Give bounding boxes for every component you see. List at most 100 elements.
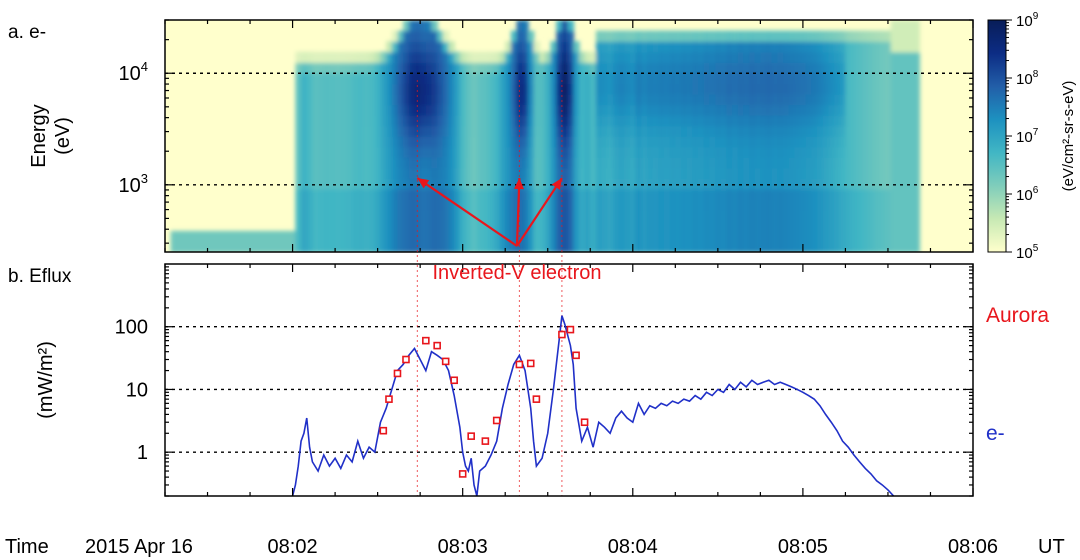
- spectrogram-cell: [312, 104, 319, 116]
- spectrogram-cell: [766, 209, 773, 222]
- spectrogram-cell: [839, 178, 847, 190]
- spectrogram-cell: [612, 188, 620, 201]
- spectrogram-cell: [822, 136, 830, 148]
- spectrogram-cell: [845, 167, 852, 179]
- aurora-point: [558, 330, 566, 339]
- spectrogram-cell: [698, 51, 705, 63]
- spectrogram-cell: [680, 114, 688, 127]
- spectrogram-cell: [715, 72, 722, 85]
- spectrogram-cell: [573, 114, 580, 127]
- spectrogram-cell: [811, 167, 818, 179]
- spectrogram-cell: [726, 62, 733, 74]
- spectrogram-cell: [624, 41, 631, 53]
- spectrogram-cell: [669, 199, 677, 211]
- spectrogram-cell: [431, 241, 438, 252]
- spectrogram-cell: [323, 178, 331, 190]
- spectrogram-cell: [709, 83, 716, 95]
- spectrogram-cell: [465, 136, 472, 148]
- spectrogram-cell: [766, 146, 773, 158]
- spectrogram-cell: [629, 146, 637, 158]
- spectrogram-cell: [380, 62, 387, 74]
- spectrogram-cell: [408, 199, 416, 211]
- spectrogram-cell: [420, 20, 427, 32]
- spectrogram-cell: [873, 230, 881, 243]
- spectrogram-cell: [471, 114, 478, 127]
- spectrogram-cell: [590, 146, 597, 158]
- spectrogram-cell: [442, 230, 450, 243]
- spectrogram-cell: [437, 30, 444, 42]
- spectrogram-cell: [414, 83, 421, 95]
- spectrogram-cell: [890, 30, 898, 42]
- spectrogram-cell: [250, 230, 257, 243]
- spectrogram-cell: [493, 93, 501, 106]
- spectrogram-cell: [499, 178, 507, 190]
- aurora-point: [566, 325, 575, 334]
- spectrogram-cell: [539, 199, 546, 211]
- spectrogram-cell: [834, 178, 841, 190]
- spectrogram-cell: [834, 188, 841, 201]
- spectrogram-cell: [488, 114, 495, 127]
- spectrogram-cell: [318, 93, 325, 106]
- spectrogram-cell: [318, 83, 325, 95]
- spectrogram-cell: [448, 125, 455, 137]
- spectrogram-cell: [482, 114, 489, 127]
- spectrogram-cell: [374, 167, 382, 179]
- spectrogram-cell: [437, 114, 444, 127]
- spectrogram-cell: [703, 30, 711, 42]
- spectrogram-cell: [318, 104, 325, 116]
- spectrogram-cell: [488, 93, 495, 106]
- spectrogram-cell: [788, 72, 796, 85]
- spectrogram-cell: [454, 178, 461, 190]
- spectrogram-cell: [794, 220, 801, 232]
- spectrogram-cell: [760, 114, 767, 127]
- spectrogram-cell: [539, 241, 546, 252]
- spectrogram-cell: [442, 178, 450, 190]
- spectrogram-cell: [471, 220, 478, 232]
- spectrogram-cell: [499, 62, 507, 74]
- spectrogram-cell: [669, 209, 677, 222]
- spectrogram-cell: [471, 83, 478, 95]
- spectrogram-cell: [380, 72, 387, 85]
- spectrogram-cell: [709, 51, 716, 63]
- spectrogram-cell: [340, 104, 348, 116]
- spectrogram-cell: [885, 199, 892, 211]
- spectrogram-cell: [567, 178, 575, 190]
- spectrogram-cell: [715, 83, 722, 95]
- spectrogram-cell: [533, 146, 541, 158]
- spectrogram-cell: [567, 157, 575, 169]
- spectrogram-cell: [839, 220, 847, 232]
- spectrogram-cell: [788, 125, 796, 137]
- spectrogram-cell: [788, 230, 796, 243]
- spectrogram-cell: [471, 230, 478, 243]
- spectrogram-cell: [692, 72, 699, 85]
- spectrogram-cell: [698, 72, 705, 85]
- spectrogram-cell: [335, 178, 342, 190]
- spectrogram-cell: [851, 114, 858, 127]
- spectrogram-cell: [420, 114, 427, 127]
- spectrogram-cell: [414, 72, 421, 85]
- spectrogram-cell: [641, 62, 648, 74]
- spectrogram-cell: [397, 51, 404, 63]
- spectrogram-cell: [913, 220, 920, 232]
- spectrogram-cell: [635, 125, 643, 137]
- spectrogram-cell: [329, 136, 336, 148]
- spectrogram-cell: [420, 230, 427, 243]
- spectrogram-cell: [680, 72, 688, 85]
- spectrogram-cell: [386, 241, 393, 252]
- spectrogram-cell: [323, 114, 331, 127]
- spectrogram-cell: [692, 30, 699, 42]
- spectrogram-cell: [567, 20, 575, 32]
- spectrogram-cell: [238, 241, 246, 252]
- spectrogram-cell: [408, 83, 416, 95]
- spectrogram-cell: [800, 146, 807, 158]
- spectrogram-cell: [216, 241, 223, 252]
- spectrogram-cell: [686, 72, 694, 85]
- spectrogram-cell: [669, 83, 677, 95]
- spectrogram-cell: [482, 199, 489, 211]
- spectrogram-cell: [811, 136, 818, 148]
- spectrogram-cell: [624, 93, 631, 106]
- spectrogram-cell: [862, 157, 869, 169]
- spectrogram-cell: [817, 62, 824, 74]
- spectrogram-cell: [295, 51, 302, 63]
